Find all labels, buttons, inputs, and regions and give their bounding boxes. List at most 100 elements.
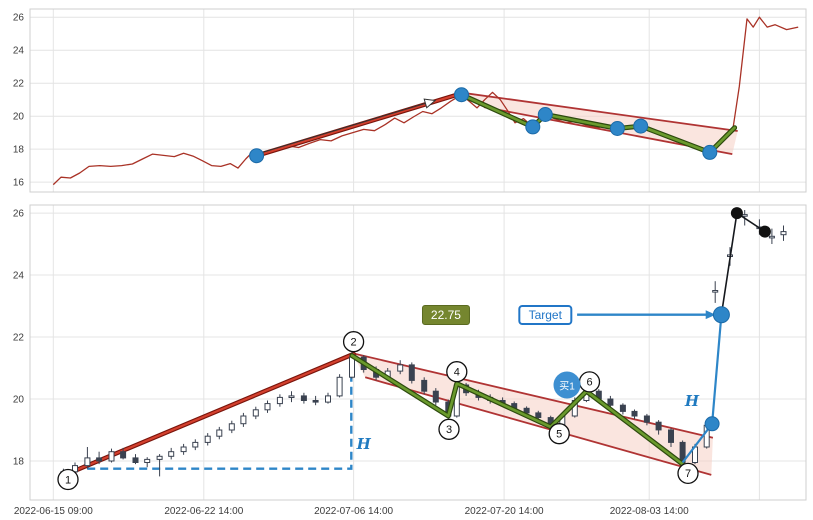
target-arrow-head <box>705 310 716 320</box>
height-label-1: H <box>356 434 371 453</box>
pivot-number-circle <box>342 331 365 353</box>
candle-body <box>655 421 662 431</box>
pivot-number-circle <box>57 468 79 491</box>
zigzag-line <box>350 354 684 466</box>
pivot-number-circle <box>438 418 460 440</box>
y-tick-label: 22 <box>13 333 25 344</box>
pivot-number: 4 <box>454 367 460 379</box>
candle-body <box>312 400 319 403</box>
pivot-number-circle <box>548 423 570 445</box>
candle-body <box>397 364 404 372</box>
pivot-number-circle <box>677 462 699 485</box>
candle-body <box>168 451 175 457</box>
channel-upper-line <box>458 91 738 132</box>
y-tick-label: 22 <box>13 79 25 90</box>
candle-body <box>619 404 626 412</box>
y-tick-label: 16 <box>13 178 25 189</box>
x-tick-label: 2022-07-06 14:00 <box>314 506 393 517</box>
candle-body <box>643 415 650 423</box>
candle-body <box>535 412 542 418</box>
candle-body <box>240 415 247 425</box>
pivot-number-circle <box>446 361 468 383</box>
candle-body <box>96 457 103 462</box>
candle-body <box>228 423 235 431</box>
candle-body <box>300 395 307 401</box>
candle-body <box>325 395 331 403</box>
y-tick-label: 20 <box>13 112 25 123</box>
candle-body <box>408 364 415 381</box>
candle-body <box>712 290 719 293</box>
candle-body <box>252 409 259 417</box>
candle-body <box>780 231 787 236</box>
candle-body <box>132 457 139 463</box>
candle-body <box>156 455 163 460</box>
pivot-dot <box>537 107 553 122</box>
pivot-number: 5 <box>556 429 562 441</box>
x-tick-label: 2022-07-20 14:00 <box>465 506 544 517</box>
x-tick-label: 2022-06-15 09:00 <box>14 506 93 517</box>
height-label-2: H <box>684 391 700 410</box>
y-tick-label: 18 <box>13 457 25 468</box>
candle-body <box>264 403 271 411</box>
panel-border <box>29 8 807 193</box>
pivot-dot <box>702 144 718 160</box>
candle-body <box>144 458 151 463</box>
pivot-number: 3 <box>446 424 452 436</box>
y-tick-label: 24 <box>13 271 25 282</box>
target-label: Target <box>518 304 572 325</box>
candle-body <box>108 451 115 462</box>
pivot-number: 1 <box>65 474 71 486</box>
pivot-number: 2 <box>351 337 357 349</box>
signal-dot-black <box>758 225 771 238</box>
y-tick-label: 24 <box>13 46 25 57</box>
candle-body <box>741 214 748 217</box>
projection-arrow-head <box>423 98 437 109</box>
buy-signal-marker: 买1 <box>553 371 581 399</box>
y-tick-label: 26 <box>13 209 25 220</box>
x-tick-label: 2022-06-22 14:00 <box>164 506 243 517</box>
pivot-number: 6 <box>586 377 592 389</box>
projection-arrow <box>259 100 436 154</box>
candle-body <box>432 390 439 403</box>
candle-body <box>668 429 674 443</box>
pivot-dot <box>249 148 265 164</box>
signal-dot-blue <box>712 306 730 324</box>
candle-body <box>276 396 283 405</box>
pivot-dot <box>454 87 469 103</box>
candle-body <box>421 379 428 392</box>
candle-body <box>288 395 295 398</box>
candle-body <box>523 407 530 414</box>
x-tick-label: 2022-08-03 14:00 <box>610 506 689 517</box>
y-tick-label: 20 <box>13 395 25 406</box>
candle-body <box>336 376 343 397</box>
candle-body <box>180 446 187 453</box>
overview-price-chart[interactable]: 16 18 20 22 24 26 <box>0 0 813 200</box>
grid: 16 18 20 22 24 26 <box>13 8 807 193</box>
y-tick-label: 18 <box>13 145 25 156</box>
pivot-number: 7 <box>685 468 691 480</box>
pivot-dot <box>525 119 541 135</box>
candle-body <box>631 410 638 417</box>
channel-fill <box>352 353 713 475</box>
candle-body <box>607 398 614 406</box>
candle-body <box>192 441 199 448</box>
channel-lower-line <box>364 376 712 476</box>
candle-body <box>768 235 775 239</box>
measure-dashed-line <box>74 358 353 470</box>
signal-dot-blue <box>704 416 720 432</box>
price-target-value-label: 22.75 <box>421 304 470 325</box>
panel-border <box>29 204 807 501</box>
candle-body <box>84 457 91 467</box>
candle-body <box>120 451 127 459</box>
pivot-dot <box>633 118 649 134</box>
candle-body <box>349 356 355 378</box>
pivot-dot <box>609 121 625 136</box>
candle-body <box>204 435 211 443</box>
y-tick-label: 26 <box>13 13 25 24</box>
trend-line <box>63 352 355 476</box>
candle-body <box>216 429 223 437</box>
signal-dot-black <box>730 207 743 220</box>
